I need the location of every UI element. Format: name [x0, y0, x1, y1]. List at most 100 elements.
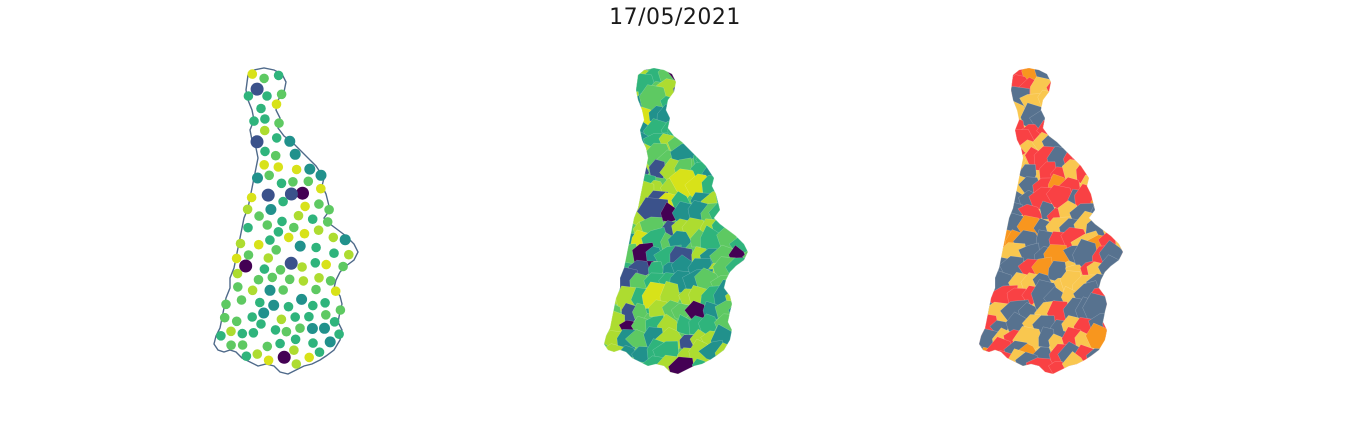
map-panel-points	[180, 60, 420, 380]
class-municipality	[1121, 132, 1123, 155]
choropleth-municipality	[751, 157, 782, 185]
municipality-point	[248, 328, 259, 338]
class-municipality	[1134, 104, 1157, 125]
class-municipality	[1102, 311, 1123, 344]
choropleth-municipality	[729, 107, 748, 126]
choropleth-municipality	[726, 187, 748, 215]
municipality-point	[233, 282, 243, 292]
choropleth-municipality	[736, 101, 748, 131]
municipality-point	[319, 322, 330, 334]
class-municipality	[979, 252, 990, 284]
municipality-point	[288, 177, 298, 187]
class-municipality	[1118, 86, 1123, 112]
municipality-point	[276, 89, 287, 100]
choropleth-municipality	[605, 134, 623, 153]
municipality-point	[329, 317, 340, 327]
choropleth-municipality	[604, 288, 618, 315]
class-municipality	[980, 68, 1004, 73]
choropleth-municipality	[604, 262, 614, 278]
choropleth-municipality	[722, 173, 748, 201]
municipality-point	[311, 284, 321, 295]
choropleth-municipality	[697, 73, 721, 99]
class-municipality	[1132, 201, 1154, 225]
municipality-point	[237, 340, 248, 350]
municipality-point	[284, 274, 295, 285]
class-municipality	[979, 175, 997, 197]
municipality-point	[253, 274, 264, 285]
choropleth-municipality	[739, 326, 748, 356]
municipality-point	[290, 312, 300, 322]
choropleth-municipality	[688, 134, 705, 153]
class-municipality	[990, 91, 1012, 116]
municipality-point	[237, 328, 248, 339]
municipality-point	[241, 351, 252, 362]
municipality-point	[221, 299, 231, 310]
class-municipality	[1117, 271, 1123, 299]
choropleth-municipality	[757, 286, 777, 306]
class-municipality	[994, 191, 1011, 210]
choropleth-municipality	[732, 77, 748, 100]
municipality-point	[273, 227, 284, 237]
municipality-point	[324, 336, 336, 348]
choropleth-municipality	[756, 345, 784, 367]
class-municipality	[979, 135, 996, 156]
choropleth-municipality	[684, 92, 707, 113]
class-municipality	[979, 227, 992, 256]
municipality-point	[255, 297, 265, 308]
municipality-point	[297, 262, 307, 272]
figure-title: 17/05/2021	[609, 5, 741, 30]
municipality-point	[304, 163, 316, 175]
municipality-point	[324, 204, 334, 215]
choropleth-municipality	[713, 68, 736, 77]
class-municipality	[1130, 297, 1160, 329]
class-municipality	[979, 104, 985, 128]
choropleth-municipality	[729, 143, 748, 168]
class-municipality	[1106, 287, 1123, 309]
class-municipality	[979, 89, 1001, 118]
choropleth-municipality	[604, 231, 614, 261]
class-municipality	[1090, 68, 1109, 80]
municipality-point	[271, 133, 282, 143]
municipality-point	[247, 69, 258, 79]
municipality-point	[329, 248, 339, 258]
class-municipality	[979, 238, 1001, 267]
municipality-point	[335, 305, 346, 315]
class-municipality	[979, 130, 986, 155]
choropleth-municipality	[730, 68, 748, 86]
choropleth-municipality	[604, 271, 612, 301]
municipality-point	[291, 359, 302, 369]
choropleth-municipality	[747, 163, 748, 179]
class-municipality	[979, 68, 1005, 92]
choropleth-municipality	[604, 225, 628, 258]
municipality-point	[262, 220, 273, 230]
choropleth-municipality	[739, 175, 748, 202]
choropleth-municipality	[755, 178, 781, 200]
municipality-point	[276, 314, 287, 325]
class-municipality	[1113, 117, 1123, 143]
municipality-point	[275, 265, 286, 275]
class-municipality	[1089, 120, 1111, 141]
choropleth-municipality	[714, 116, 742, 142]
choropleth-municipality	[610, 68, 643, 77]
choropleth-municipality	[604, 178, 609, 200]
choropleth-municipality	[702, 60, 718, 67]
choropleth-municipality	[669, 99, 694, 132]
choropleth-municipality	[605, 250, 624, 269]
class-municipality	[979, 91, 989, 115]
class-municipality	[1115, 201, 1123, 230]
municipality-point	[243, 91, 254, 101]
class-municipality	[1136, 145, 1157, 170]
municipality-point	[284, 187, 298, 201]
class-municipality	[1061, 107, 1082, 128]
choropleth-municipality	[697, 90, 722, 114]
choropleth-municipality	[604, 172, 628, 195]
municipality-point	[303, 176, 314, 187]
municipality-point	[226, 326, 236, 337]
municipality-point	[236, 295, 247, 305]
class-municipality	[993, 116, 1017, 141]
choropleth-municipality	[740, 68, 748, 85]
choropleth-border	[603, 67, 749, 375]
municipality-point	[273, 162, 284, 172]
class-municipality	[979, 163, 1004, 186]
choropleth-municipality	[604, 68, 607, 81]
